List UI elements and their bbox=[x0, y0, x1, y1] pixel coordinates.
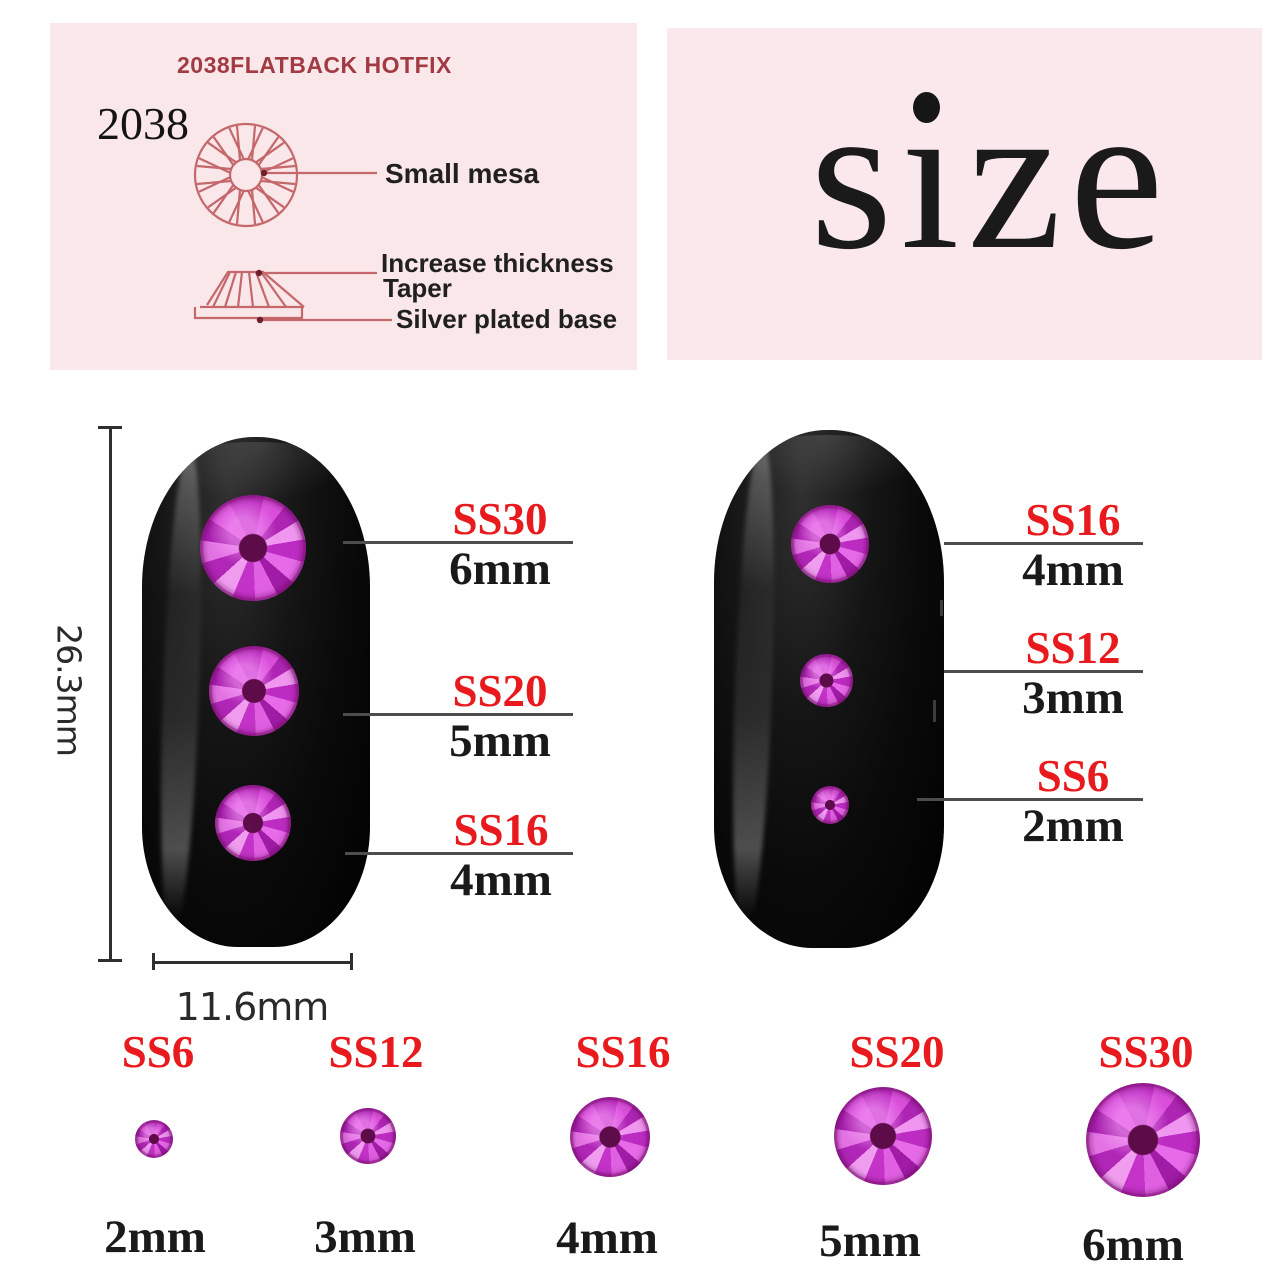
height-dimension-line bbox=[109, 427, 112, 961]
chart-code-label: SS30 bbox=[1098, 1027, 1194, 1077]
chart-rhinestone-ss20 bbox=[834, 1087, 932, 1185]
stone-code-label: SS30 bbox=[452, 494, 548, 544]
rhinestone-cut-diagram-icon bbox=[193, 122, 392, 324]
label-small-mesa: Small mesa bbox=[385, 158, 540, 189]
panel-cut-diagram: 2038FLATBACK HOTFIX 2038 bbox=[50, 23, 637, 370]
i-dot-icon bbox=[913, 92, 940, 123]
product-code: 2038 bbox=[97, 98, 189, 149]
stone-code-label: SS20 bbox=[452, 666, 548, 716]
callout-line bbox=[917, 798, 1143, 801]
chart-rhinestone-ss30 bbox=[1086, 1083, 1200, 1197]
rhinestone-ss6 bbox=[811, 786, 849, 824]
stone-size-label: 4mm bbox=[450, 854, 552, 906]
callout-line bbox=[944, 542, 1143, 545]
height-dimension-cap-bottom bbox=[98, 959, 122, 962]
callout-line bbox=[343, 541, 573, 544]
chart-rhinestone-ss16 bbox=[570, 1097, 650, 1177]
width-dimension-cap-right bbox=[350, 953, 353, 970]
edge-tick bbox=[940, 600, 943, 616]
width-dimension-cap-left bbox=[152, 953, 155, 970]
chart-size-label: 5mm bbox=[819, 1215, 921, 1267]
stone-size-label: 3mm bbox=[1022, 672, 1124, 724]
diagram-title: 2038FLATBACK HOTFIX bbox=[177, 52, 452, 78]
chart-code-label: SS6 bbox=[121, 1027, 195, 1077]
rhinestone-ss16 bbox=[215, 785, 291, 861]
height-dimension-cap-top bbox=[98, 426, 122, 429]
edge-tick bbox=[933, 700, 936, 722]
rhinestone-ss16 bbox=[791, 505, 869, 583]
stone-size-label: 5mm bbox=[449, 715, 551, 767]
nail-width-label: 11.6mm bbox=[175, 985, 330, 1029]
label-increase-thickness: Increase thickness bbox=[381, 248, 614, 278]
callout-line bbox=[944, 670, 1143, 673]
panel-size-heading: sıze bbox=[667, 28, 1262, 360]
chart-size-label: 6mm bbox=[1082, 1219, 1184, 1271]
size-heading: sıze bbox=[810, 58, 1172, 293]
chart-rhinestone-ss6 bbox=[135, 1120, 173, 1158]
callout-line bbox=[343, 713, 573, 716]
chart-size-label: 2mm bbox=[104, 1211, 206, 1263]
stone-size-label: 6mm bbox=[449, 543, 551, 595]
stone-code-label: SS6 bbox=[1036, 751, 1110, 801]
chart-rhinestone-ss12 bbox=[340, 1108, 396, 1164]
rhinestone-ss20 bbox=[209, 646, 299, 736]
rhinestone-ss12 bbox=[800, 654, 853, 707]
callout-line bbox=[345, 852, 573, 855]
chart-code-label: SS16 bbox=[575, 1027, 671, 1077]
chart-size-label: 3mm bbox=[314, 1211, 416, 1263]
stone-code-label: SS12 bbox=[1025, 623, 1121, 673]
label-silver-plated-base: Silver plated base bbox=[396, 304, 618, 334]
stone-code-label: SS16 bbox=[1025, 495, 1121, 545]
stone-size-label: 4mm bbox=[1022, 544, 1124, 596]
nail-height-label: 26.3mm bbox=[49, 624, 89, 756]
stone-code-label: SS16 bbox=[453, 805, 549, 855]
width-dimension-line bbox=[153, 961, 352, 964]
stone-size-label: 2mm bbox=[1022, 800, 1124, 852]
chart-code-label: SS20 bbox=[849, 1027, 945, 1077]
chart-code-label: SS12 bbox=[328, 1027, 424, 1077]
label-taper: Taper bbox=[383, 273, 452, 303]
chart-size-label: 4mm bbox=[556, 1212, 658, 1264]
rhinestone-ss30 bbox=[200, 495, 306, 601]
